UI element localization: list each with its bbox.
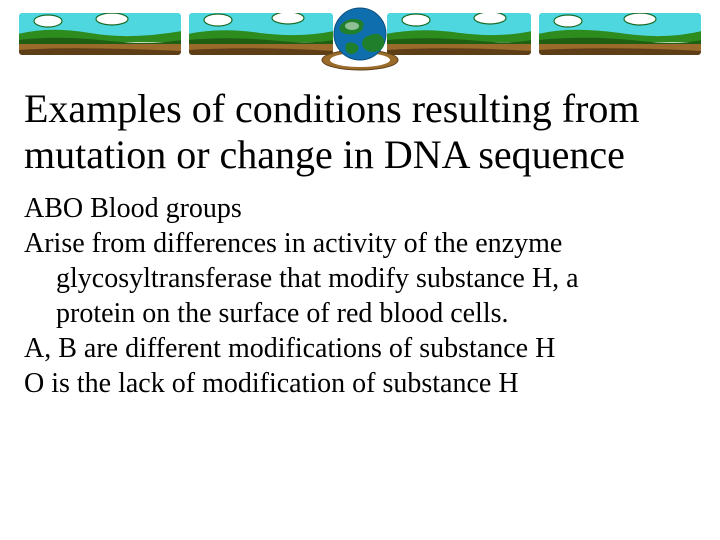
body-line: glycosyltransferase that modify substanc…: [24, 262, 696, 295]
slide-body: ABO Blood groups Arise from differences …: [24, 192, 696, 402]
body-line: ABO Blood groups: [24, 192, 696, 225]
body-line: O is the lack of modification of substan…: [24, 367, 696, 400]
body-line: protein on the surface of red blood cell…: [24, 297, 696, 330]
slide-title: Examples of conditions resulting from mu…: [24, 86, 696, 178]
decorative-banner: [0, 0, 720, 78]
body-line: A, B are different modifications of subs…: [24, 332, 696, 365]
body-line: Arise from differences in activity of th…: [24, 227, 696, 260]
